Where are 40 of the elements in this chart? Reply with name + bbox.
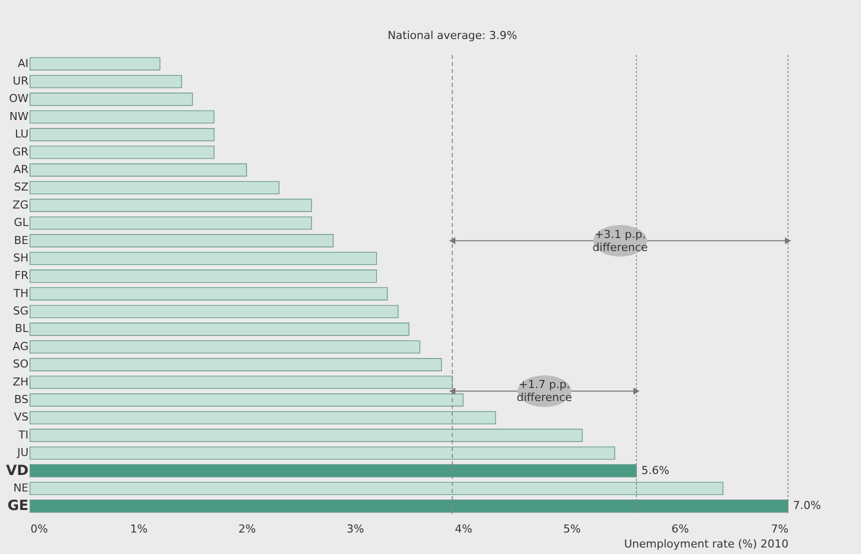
y-tick-label: VD (6, 462, 28, 479)
x-tick-label: 2% (238, 522, 256, 536)
y-tick-label: BS (14, 393, 29, 406)
data-label: 7.0% (793, 499, 821, 512)
y-tick-label: SG (12, 304, 28, 318)
x-tick-label: 3% (346, 522, 364, 536)
x-tick-label: 1% (130, 522, 148, 536)
x-tick-label: 5% (563, 522, 581, 536)
y-tick-label: AR (13, 163, 29, 176)
x-tick-label: 7% (771, 522, 788, 536)
y-tick-label: JU (16, 446, 28, 460)
y-tick-label: TH (12, 286, 28, 300)
y-tick-label: BL (14, 322, 30, 336)
data-label: 5.6% (641, 464, 670, 477)
y-tick-label: TI (18, 428, 28, 442)
ref-line-label: National average: 3.9% (388, 29, 518, 42)
annotation: +1.7 p.p. difference (516, 378, 572, 404)
y-tick-label: GE (7, 498, 28, 514)
y-tick-label: ZG (12, 198, 28, 212)
x-tick-label: 4% (454, 522, 472, 536)
y-tick-label: UR (12, 74, 29, 88)
y-tick-label: AG (12, 340, 28, 353)
y-tick-label: NE (13, 481, 29, 494)
y-tick-label: AI (18, 56, 28, 70)
annotation: +3.1 p.p. difference (592, 228, 648, 254)
y-tick-label: ZH (12, 375, 28, 388)
y-tick-label: LU (14, 128, 28, 141)
y-tick-label: GR (12, 145, 29, 158)
y-tick-label: FR (14, 269, 29, 282)
x-tick-label: 0% (30, 522, 48, 536)
y-tick-label: GL (14, 216, 30, 230)
y-tick-label: OW (8, 92, 29, 106)
y-tick-label: NW (9, 110, 29, 123)
x-tick-label: 6% (671, 522, 689, 536)
y-tick-label: VS (14, 410, 29, 424)
x-axis-title: Unemployment rate (%) 2010 (624, 538, 788, 550)
y-tick-label: SO (12, 358, 29, 371)
y-tick-label: BE (14, 234, 29, 247)
y-tick-label: SZ (14, 180, 29, 194)
y-tick-label: SH (13, 251, 28, 264)
